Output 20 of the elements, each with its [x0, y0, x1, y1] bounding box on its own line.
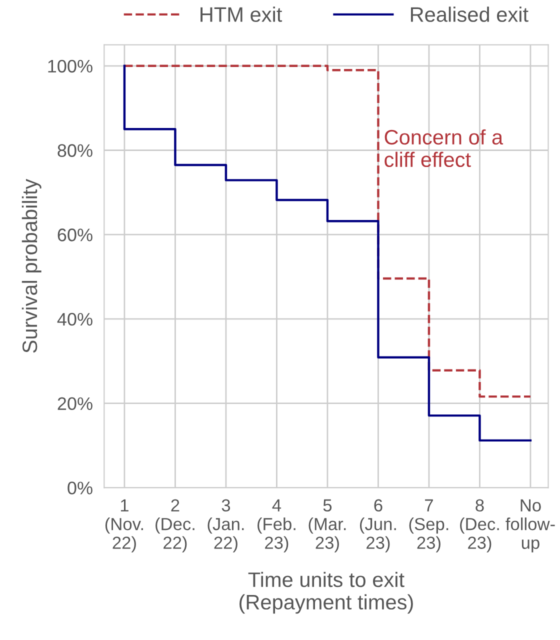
x-tick-label: 3 (Jan. 22) [208, 499, 244, 552]
x-tick-label: No follow- up [506, 499, 555, 552]
legend-label: Realised exit [410, 6, 528, 22]
x-tick-label: 4 (Feb. 23) [258, 499, 296, 552]
x-tick-label: 5 (Mar. 23) [308, 499, 346, 552]
x-tick-label: 8 (Dec. 23) [460, 499, 499, 552]
y-tick-label: 40% [57, 312, 92, 326]
y-tick-label: 0% [68, 482, 92, 494]
x-tick-label: 1 (Nov. 22) [105, 499, 143, 552]
x-tick-label: 6 (Jun. 23) [360, 499, 396, 552]
annotation: Concern of a cliff effect [384, 129, 504, 168]
x-tick-label: 2 (Dec. 22) [156, 499, 194, 552]
legend-label: HTM exit [200, 6, 282, 22]
x-tick-label: 7 (Sep. 23) [409, 499, 448, 552]
y-tick-label: 60% [58, 228, 92, 242]
y-tick-label: 20% [58, 397, 92, 410]
y-axis-title: Survival probability [22, 178, 42, 353]
y-tick-label: 80% [58, 144, 92, 157]
x-axis-title: Time units to exit (Repayment times) [240, 572, 413, 614]
y-tick-label: 100% [48, 60, 92, 73]
